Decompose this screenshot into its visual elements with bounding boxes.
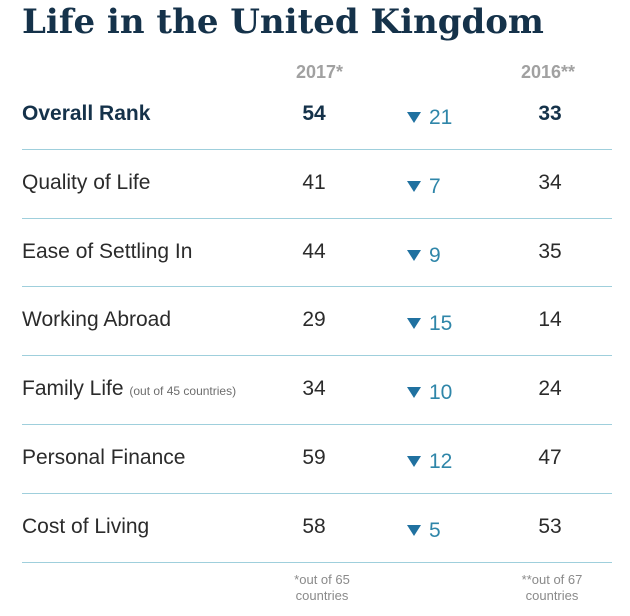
- page-title: Life in the United Kingdom: [22, 2, 544, 42]
- down-triangle-icon: [407, 387, 421, 399]
- row-label: Personal Finance: [22, 424, 185, 492]
- row-label: Working Abroad: [22, 286, 171, 354]
- value-2016: 47: [538, 446, 562, 469]
- table-row: Ease of Settling In 44 9 35: [22, 218, 612, 286]
- value-2016: 14: [538, 308, 562, 332]
- down-triangle-icon: [407, 524, 421, 536]
- footnote-2016: **out of 67 countries: [506, 572, 598, 604]
- rank-change: 9: [407, 222, 441, 290]
- rank-change: 5: [407, 497, 441, 565]
- row-label-text: Family Life: [22, 377, 124, 401]
- column-header-2016: 2016**: [521, 62, 576, 82]
- value-2016: 35: [538, 239, 562, 263]
- footnote-2016-line-2: countries: [525, 588, 579, 603]
- row-divider: [22, 492, 612, 494]
- table-row: Quality of Life 41 7 34: [22, 149, 612, 217]
- down-triangle-icon: [407, 112, 421, 123]
- row-label: Quality of Life: [22, 149, 150, 217]
- value-2016: 34: [538, 170, 562, 194]
- row-label-text: Overall Rank: [22, 102, 151, 125]
- rank-change-value: 15: [429, 312, 453, 336]
- row-label: Family Life (out of 45 countries): [22, 355, 236, 423]
- row-divider: [22, 561, 612, 563]
- row-divider: [22, 286, 612, 288]
- column-header-2017: 2017*: [296, 62, 344, 82]
- row-label: Overall Rank: [22, 80, 150, 148]
- rank-change: 10: [407, 359, 452, 427]
- row-label-text: Working Abroad: [22, 308, 172, 332]
- value-2017: 41: [302, 170, 326, 194]
- footnote-2017-line-2: countries: [295, 588, 349, 603]
- table-row: Personal Finance 59 12 47: [22, 424, 612, 492]
- down-triangle-icon: [407, 180, 421, 192]
- value-2017: 54: [302, 102, 326, 125]
- table-row: Cost of Living 58 5 53: [22, 493, 612, 561]
- footnote-2016-line-1: **out of 67: [521, 572, 583, 587]
- value-2016: 53: [538, 514, 562, 538]
- value-2016: 24: [538, 377, 562, 401]
- rank-change-value: 10: [429, 381, 453, 405]
- rank-change: 21: [407, 84, 452, 152]
- row-divider: [22, 148, 612, 150]
- value-2017: 59: [302, 446, 326, 469]
- row-divider: [22, 424, 612, 425]
- row-label-text: Ease of Settling In: [22, 239, 193, 263]
- row-divider: [22, 217, 612, 219]
- down-triangle-icon: [407, 456, 421, 467]
- down-triangle-icon: [407, 249, 421, 261]
- value-2017: 58: [302, 514, 326, 538]
- rank-change: 12: [407, 428, 452, 496]
- table-row: Working Abroad 29 15 14: [22, 286, 612, 354]
- rank-change: 7: [407, 153, 441, 221]
- value-2017: 29: [302, 308, 326, 332]
- row-label: Ease of Settling In: [22, 218, 192, 286]
- row-label-text: Quality of Life: [22, 170, 151, 194]
- row-label-text: Personal Finance: [22, 446, 186, 469]
- table-row: Family Life (out of 45 countries) 34 10 24: [22, 355, 612, 423]
- rank-change-value: 21: [429, 106, 453, 129]
- footnote-2017-line-1: *out of 65: [294, 572, 350, 587]
- row-divider: [22, 355, 612, 357]
- row-label: Cost of Living: [22, 493, 149, 561]
- row-label-note: (out of 45 countries): [129, 384, 237, 399]
- rank-change-value: 7: [429, 174, 441, 198]
- rank-change-value: 9: [429, 243, 441, 267]
- row-label-text: Cost of Living: [22, 514, 150, 538]
- value-2017: 34: [302, 377, 326, 401]
- value-2016: 33: [538, 102, 562, 125]
- rank-change-value: 12: [429, 450, 453, 473]
- rank-change: 15: [407, 290, 452, 358]
- value-2017: 44: [302, 239, 326, 263]
- down-triangle-icon: [407, 318, 421, 330]
- rank-change-value: 5: [429, 518, 441, 542]
- footnote-2017: *out of 65 countries: [282, 572, 362, 604]
- table-row: Overall Rank 54 21 33: [22, 80, 612, 148]
